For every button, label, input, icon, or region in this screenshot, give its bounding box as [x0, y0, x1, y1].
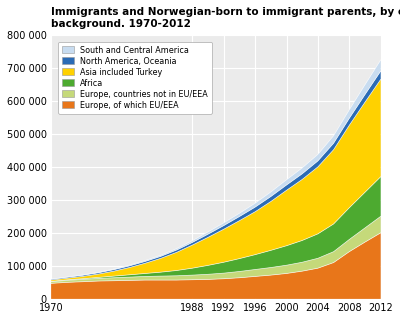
- Text: Immigrants and Norwegian-born to immigrant parents, by country
background. 1970-: Immigrants and Norwegian-born to immigra…: [51, 7, 400, 28]
- Legend: South and Central America, North America, Oceania, Asia included Turkey, Africa,: South and Central America, North America…: [58, 42, 212, 114]
